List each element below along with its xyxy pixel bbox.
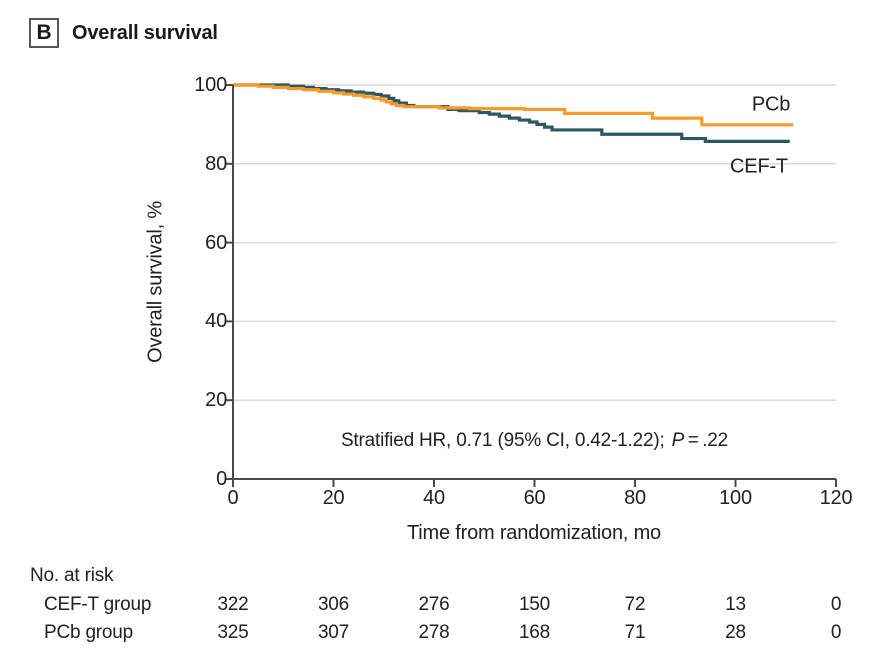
panel-label: B [36, 21, 52, 44]
x-tick-label: 80 [624, 487, 646, 509]
annotation-text: Stratified HR, 0.71 (95% CI, 0.42-1.22); [340, 430, 670, 451]
risk-table-title: No. at risk [30, 565, 114, 586]
x-tick-label: 100 [719, 487, 752, 509]
x-tick-label: 60 [523, 487, 546, 509]
x-tick-label: 40 [423, 487, 445, 509]
risk-count: 72 [624, 594, 646, 615]
risk-count: 0 [830, 594, 842, 615]
risk-count: 307 [317, 622, 350, 643]
risk-count: 276 [418, 594, 450, 615]
cef-t-curve [233, 83, 790, 143]
x-axis-title: Time from randomization, mo [407, 522, 661, 544]
figure-title: Overall survival [72, 22, 218, 44]
panel-label-badge: B [29, 18, 59, 48]
y-axis-title: Overall survival, % [144, 201, 167, 363]
y-tick-label: 40 [205, 310, 227, 333]
y-tick-label: 80 [205, 152, 227, 175]
risk-row-label-cef-t: CEF-T group [44, 594, 152, 615]
y-tick-label: 100 [194, 74, 227, 96]
risk-count: 13 [725, 594, 746, 615]
risk-count: 71 [624, 622, 646, 643]
x-tick-label: 0 [227, 487, 239, 509]
risk-row-label-pcb: PCb group [44, 622, 134, 643]
y-tick-label: 0 [216, 468, 227, 490]
risk-count: 278 [418, 622, 450, 643]
curve-label-pcb: PCb [751, 93, 791, 116]
curve-label-cef-t: CEF-T [730, 155, 788, 178]
risk-count: 325 [217, 622, 249, 643]
x-tick-label: 120 [819, 487, 853, 509]
p-value: = .22 [684, 430, 729, 451]
pcb-curve [233, 83, 794, 127]
risk-count: 28 [725, 622, 746, 643]
y-tick-label: 20 [205, 389, 227, 412]
risk-count: 306 [317, 594, 350, 615]
x-tick-label: 20 [322, 487, 345, 509]
risk-count: 322 [217, 594, 249, 615]
risk-count: 0 [830, 622, 842, 643]
risk-count: 168 [518, 622, 551, 643]
hazard-ratio-annotation: Stratified HR, 0.71 (95% CI, 0.42-1.22);… [233, 430, 836, 452]
p-symbol: P [671, 430, 685, 451]
y-tick-label: 60 [205, 231, 227, 254]
risk-count: 150 [518, 594, 551, 615]
